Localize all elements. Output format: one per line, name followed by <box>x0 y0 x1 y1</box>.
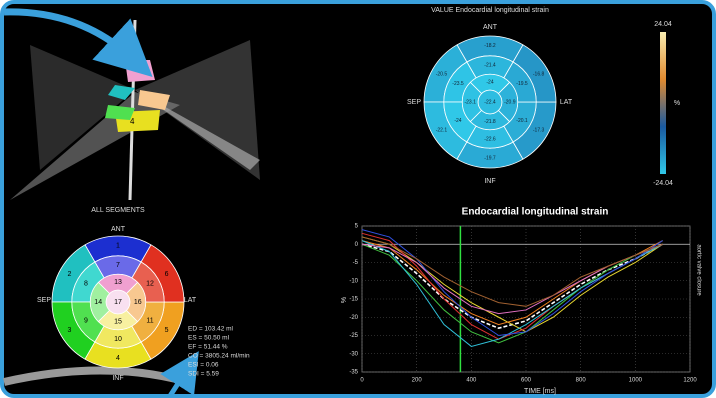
y-tick-label: -10 <box>349 278 358 284</box>
orientation-label: SEP <box>407 99 421 106</box>
arrow <box>3 8 153 77</box>
colorbar-min: -24.04 <box>653 180 673 187</box>
y-tick-label: -20 <box>349 315 358 321</box>
y-tick-label: 5 <box>355 224 359 230</box>
y-tick-label: -30 <box>349 351 358 357</box>
segment-label: 12 <box>146 280 154 287</box>
orientation-label: INF <box>484 178 495 185</box>
segment-label: -23.5 <box>452 81 464 87</box>
segment-label: -19.5 <box>516 81 528 87</box>
segment-label: 16 <box>134 299 142 306</box>
segment-label: 5 <box>165 327 169 334</box>
segment-label: 6 <box>165 271 169 278</box>
stat-line: EF = 51.44 % <box>188 344 228 351</box>
segment-label: -20.9 <box>504 99 516 105</box>
segment-label: 3 <box>67 327 71 334</box>
strain-curve <box>361 236 663 307</box>
segment-label: -23.1 <box>464 99 476 105</box>
segment-label: -24 <box>486 80 493 86</box>
segment-label: -18.2 <box>484 43 496 49</box>
segment <box>105 289 131 315</box>
y-axis-label: % <box>341 297 348 303</box>
segment-label: 1 <box>116 243 120 250</box>
x-tick-label: 800 <box>576 378 587 384</box>
segment-label: 9 <box>84 317 88 324</box>
orientation-label: SEP <box>37 297 51 304</box>
segment-label: 4 <box>130 117 135 126</box>
segment-label: -22.1 <box>436 127 448 133</box>
segment <box>477 89 503 115</box>
y-tick-label: -5 <box>353 260 359 266</box>
orientation-label: LAT <box>560 99 573 106</box>
bullseye-title: VALUE Endocardial longitudinal strain <box>431 7 549 14</box>
stat-line: ES = 50.50 ml <box>188 335 230 342</box>
x-tick-label: 600 <box>521 378 532 384</box>
x-tick-label: 200 <box>412 378 423 384</box>
segment-label: -24 <box>454 118 461 124</box>
colorbar <box>660 32 666 174</box>
stat-line: SDI = 5.59 <box>188 371 219 378</box>
segment-label: 17 <box>114 299 122 306</box>
segment-label: -19.7 <box>484 155 496 161</box>
segment-label: 13 <box>114 279 122 286</box>
strain-curve <box>361 236 663 333</box>
segment-label: -20.5 <box>436 71 448 77</box>
right-label: aortic valve closure <box>695 244 701 296</box>
stat-line: ED = 103.42 ml <box>188 326 234 333</box>
orientation-label: LAT <box>184 297 197 304</box>
segment-label: 14 <box>94 299 102 306</box>
segment-label: 10 <box>114 336 122 343</box>
segment-label: -22.6 <box>484 136 496 142</box>
bullseye-title: ALL SEGMENTS <box>91 207 145 214</box>
orientation-label: ANT <box>483 24 498 31</box>
segment-label: -16.8 <box>533 71 545 77</box>
segment-label: 11 <box>146 317 153 324</box>
segment-label: -20.1 <box>516 118 528 124</box>
stat-line: CO = 3805.24 ml/min <box>188 353 250 360</box>
y-tick-label: -25 <box>349 333 358 339</box>
view-3d: 4 <box>10 19 260 201</box>
segment-label: 2 <box>67 271 71 278</box>
x-tick-label: 400 <box>466 378 477 384</box>
segment-label: -21.4 <box>484 62 496 68</box>
segment-label: -21.8 <box>484 119 496 125</box>
segment-label: 15 <box>114 319 122 326</box>
y-tick-label: 0 <box>355 242 359 248</box>
x-axis-label: TIME [ms] <box>524 388 556 395</box>
stat-line: ESI = 0.06 <box>188 362 219 369</box>
arrow <box>160 351 199 398</box>
orientation-label: ANT <box>111 226 126 233</box>
x-tick-label: 1000 <box>629 378 643 384</box>
x-tick-label: 0 <box>360 378 364 384</box>
y-tick-label: -35 <box>349 370 358 376</box>
x-tick-label: 1200 <box>683 378 697 384</box>
strain-curve <box>361 243 663 344</box>
segment-label: 8 <box>84 280 88 287</box>
segment-label: 7 <box>116 262 120 269</box>
segment-label: -17.3 <box>533 127 545 133</box>
segment-label: -22.4 <box>484 99 496 105</box>
chart-title: Endocardial longitudinal strain <box>462 207 609 218</box>
orientation-label: INF <box>112 375 123 382</box>
segment-label: 4 <box>116 355 120 362</box>
y-tick-label: -15 <box>349 297 358 303</box>
strain-curve <box>361 229 663 337</box>
colorbar-unit: % <box>674 100 680 107</box>
colorbar-max: 24.04 <box>654 21 672 28</box>
